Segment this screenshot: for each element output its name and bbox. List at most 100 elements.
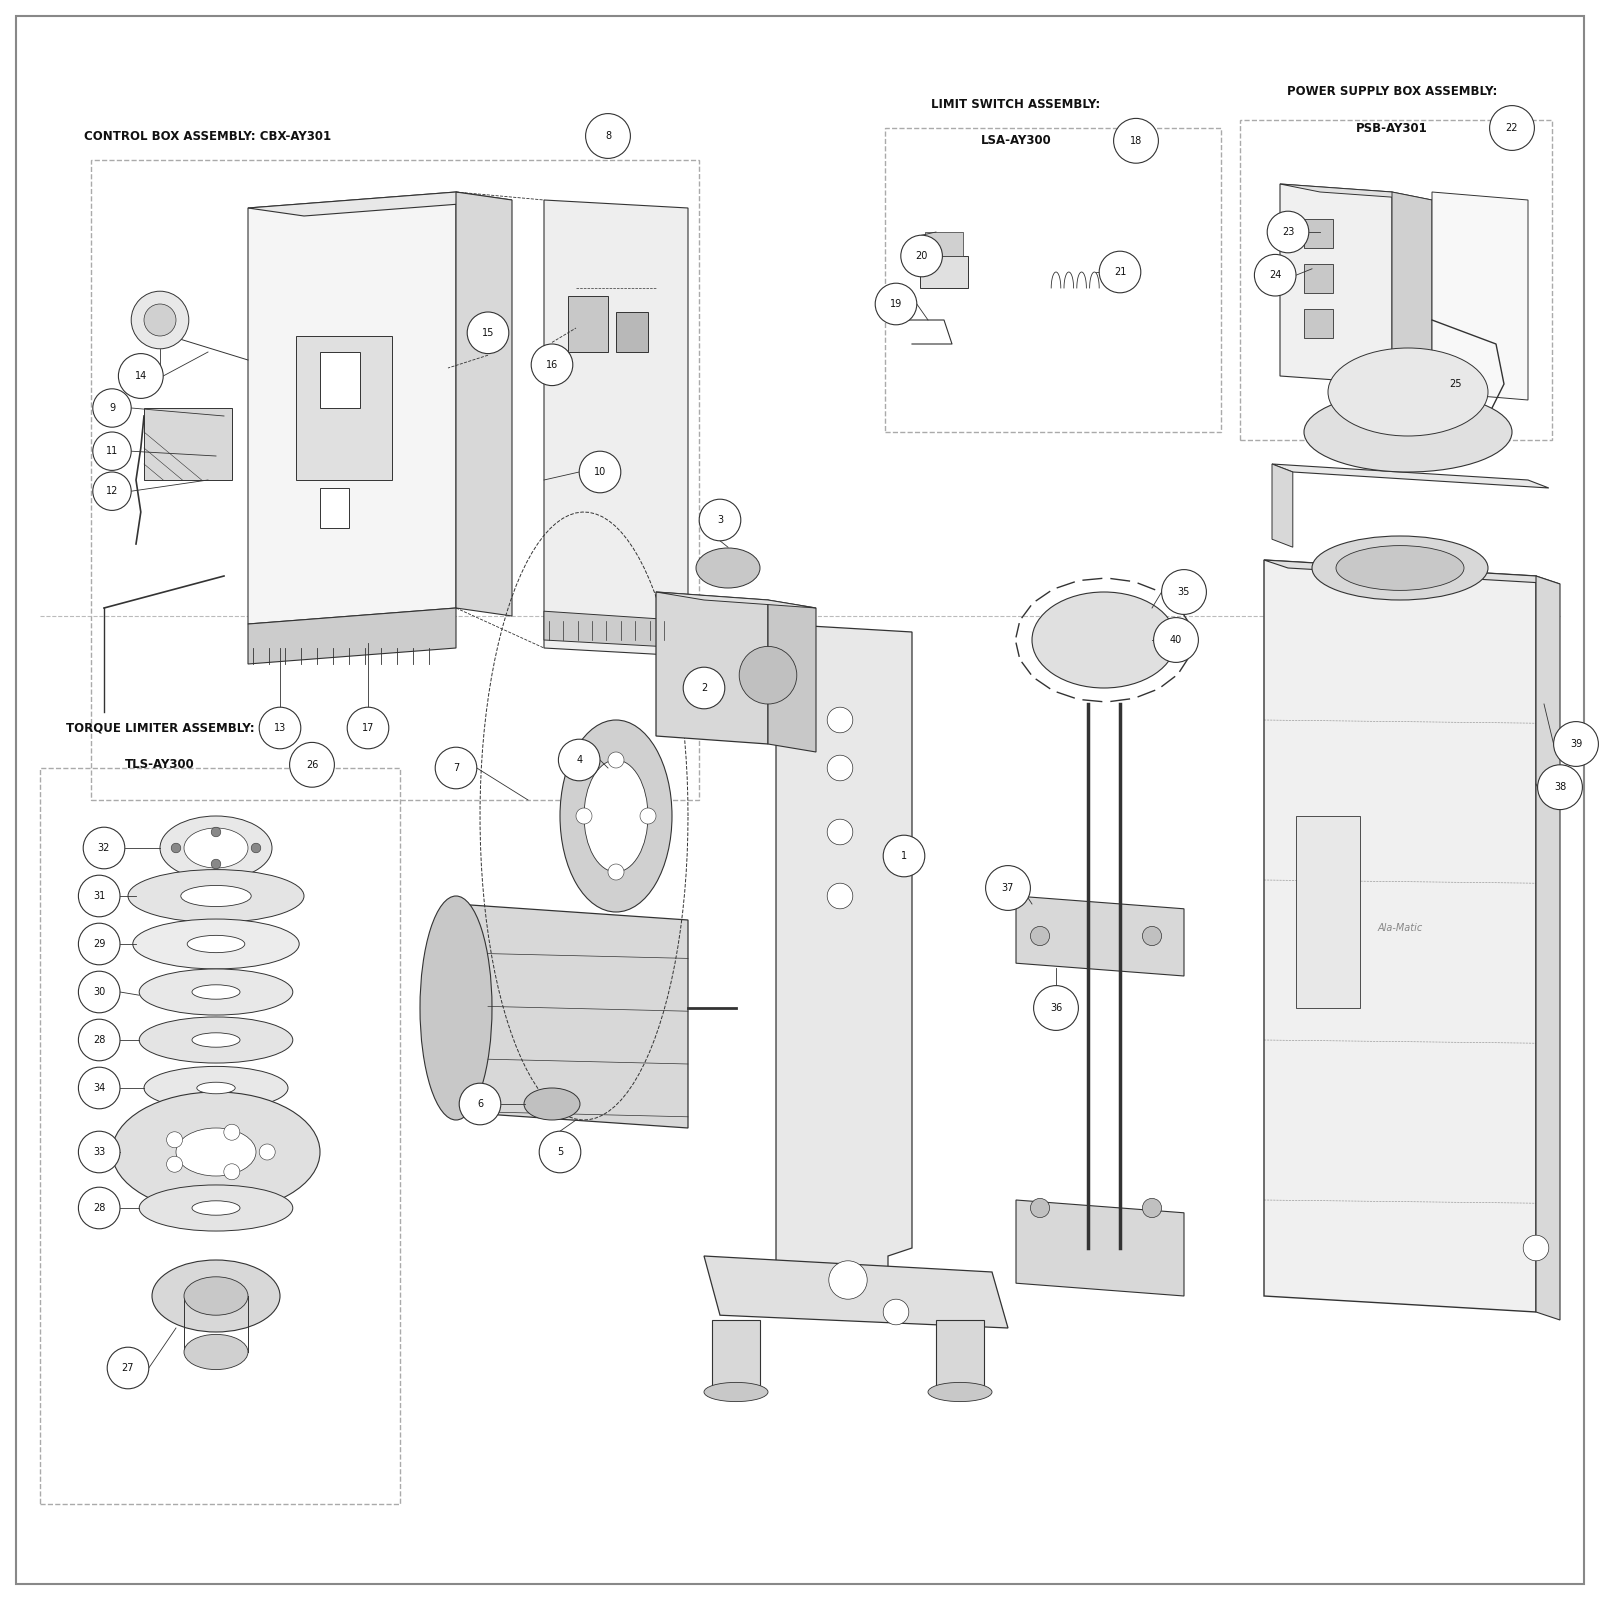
Bar <box>925 232 963 256</box>
Circle shape <box>827 883 853 909</box>
Text: 13: 13 <box>274 723 286 733</box>
Polygon shape <box>1392 192 1432 392</box>
Circle shape <box>83 827 125 869</box>
Bar <box>1240 120 1552 440</box>
Text: 2: 2 <box>701 683 707 693</box>
Text: 7: 7 <box>453 763 459 773</box>
Text: 9: 9 <box>109 403 115 413</box>
Circle shape <box>1034 986 1078 1030</box>
Polygon shape <box>1432 192 1528 400</box>
Circle shape <box>259 1144 275 1160</box>
Circle shape <box>211 859 221 869</box>
Polygon shape <box>248 192 512 216</box>
Ellipse shape <box>1032 592 1176 688</box>
Circle shape <box>883 835 925 877</box>
Text: 28: 28 <box>93 1035 106 1045</box>
Text: 31: 31 <box>93 891 106 901</box>
Polygon shape <box>1016 896 1184 976</box>
Polygon shape <box>544 200 688 656</box>
Circle shape <box>539 1131 581 1173</box>
Circle shape <box>1099 251 1141 293</box>
Polygon shape <box>1280 184 1432 200</box>
Circle shape <box>78 923 120 965</box>
Circle shape <box>640 808 656 824</box>
Circle shape <box>1267 211 1309 253</box>
Text: 30: 30 <box>93 987 106 997</box>
Text: 28: 28 <box>93 1203 106 1213</box>
Text: 5: 5 <box>557 1147 563 1157</box>
Text: 29: 29 <box>93 939 106 949</box>
Circle shape <box>827 755 853 781</box>
Ellipse shape <box>584 760 648 872</box>
Text: 12: 12 <box>106 486 118 496</box>
Polygon shape <box>248 192 456 624</box>
Circle shape <box>986 866 1030 910</box>
Text: 14: 14 <box>134 371 147 381</box>
Circle shape <box>1435 363 1477 405</box>
Text: 24: 24 <box>1269 270 1282 280</box>
Text: 8: 8 <box>605 131 611 141</box>
Text: 21: 21 <box>1114 267 1126 277</box>
Bar <box>1304 219 1333 248</box>
Circle shape <box>78 1131 120 1173</box>
Ellipse shape <box>144 1066 288 1110</box>
Ellipse shape <box>160 816 272 880</box>
Text: 23: 23 <box>1282 227 1294 237</box>
Bar <box>1304 264 1333 293</box>
Circle shape <box>1142 1198 1162 1218</box>
Text: 40: 40 <box>1170 635 1182 645</box>
Circle shape <box>107 1347 149 1389</box>
Circle shape <box>290 742 334 787</box>
Text: 25: 25 <box>1450 379 1462 389</box>
Ellipse shape <box>133 918 299 970</box>
Polygon shape <box>656 592 816 608</box>
Circle shape <box>1154 618 1198 662</box>
Circle shape <box>259 707 301 749</box>
Polygon shape <box>656 592 768 744</box>
Text: 39: 39 <box>1570 739 1582 749</box>
Circle shape <box>93 432 131 470</box>
Text: 4: 4 <box>576 755 582 765</box>
Circle shape <box>531 344 573 386</box>
Polygon shape <box>1264 560 1560 584</box>
Polygon shape <box>1280 184 1392 384</box>
Ellipse shape <box>128 870 304 922</box>
Ellipse shape <box>181 885 251 907</box>
Bar <box>568 296 608 352</box>
Ellipse shape <box>1328 349 1488 435</box>
Circle shape <box>1114 118 1158 163</box>
Circle shape <box>93 389 131 427</box>
Text: 26: 26 <box>306 760 318 770</box>
Circle shape <box>224 1125 240 1141</box>
Ellipse shape <box>1312 536 1488 600</box>
Polygon shape <box>704 1256 1008 1328</box>
Circle shape <box>586 114 630 158</box>
Ellipse shape <box>139 1018 293 1062</box>
Circle shape <box>118 354 163 398</box>
Circle shape <box>224 1163 240 1179</box>
Bar <box>144 408 232 480</box>
Text: 20: 20 <box>915 251 928 261</box>
Bar <box>320 488 349 528</box>
Circle shape <box>78 1187 120 1229</box>
Circle shape <box>166 1157 182 1173</box>
Ellipse shape <box>197 1082 235 1094</box>
Circle shape <box>827 819 853 845</box>
Circle shape <box>211 827 221 837</box>
Ellipse shape <box>184 1277 248 1315</box>
Circle shape <box>1254 254 1296 296</box>
Ellipse shape <box>704 1382 768 1402</box>
Ellipse shape <box>192 984 240 998</box>
Circle shape <box>93 472 131 510</box>
Text: 17: 17 <box>362 723 374 733</box>
Polygon shape <box>456 192 512 616</box>
Text: Ala-Matic: Ala-Matic <box>1378 923 1422 933</box>
Polygon shape <box>768 600 816 752</box>
Ellipse shape <box>139 970 293 1014</box>
Text: TLS-AY300: TLS-AY300 <box>125 758 195 771</box>
Text: 27: 27 <box>122 1363 134 1373</box>
Text: 32: 32 <box>98 843 110 853</box>
Circle shape <box>1030 926 1050 946</box>
Polygon shape <box>1272 464 1549 488</box>
Text: 1: 1 <box>901 851 907 861</box>
